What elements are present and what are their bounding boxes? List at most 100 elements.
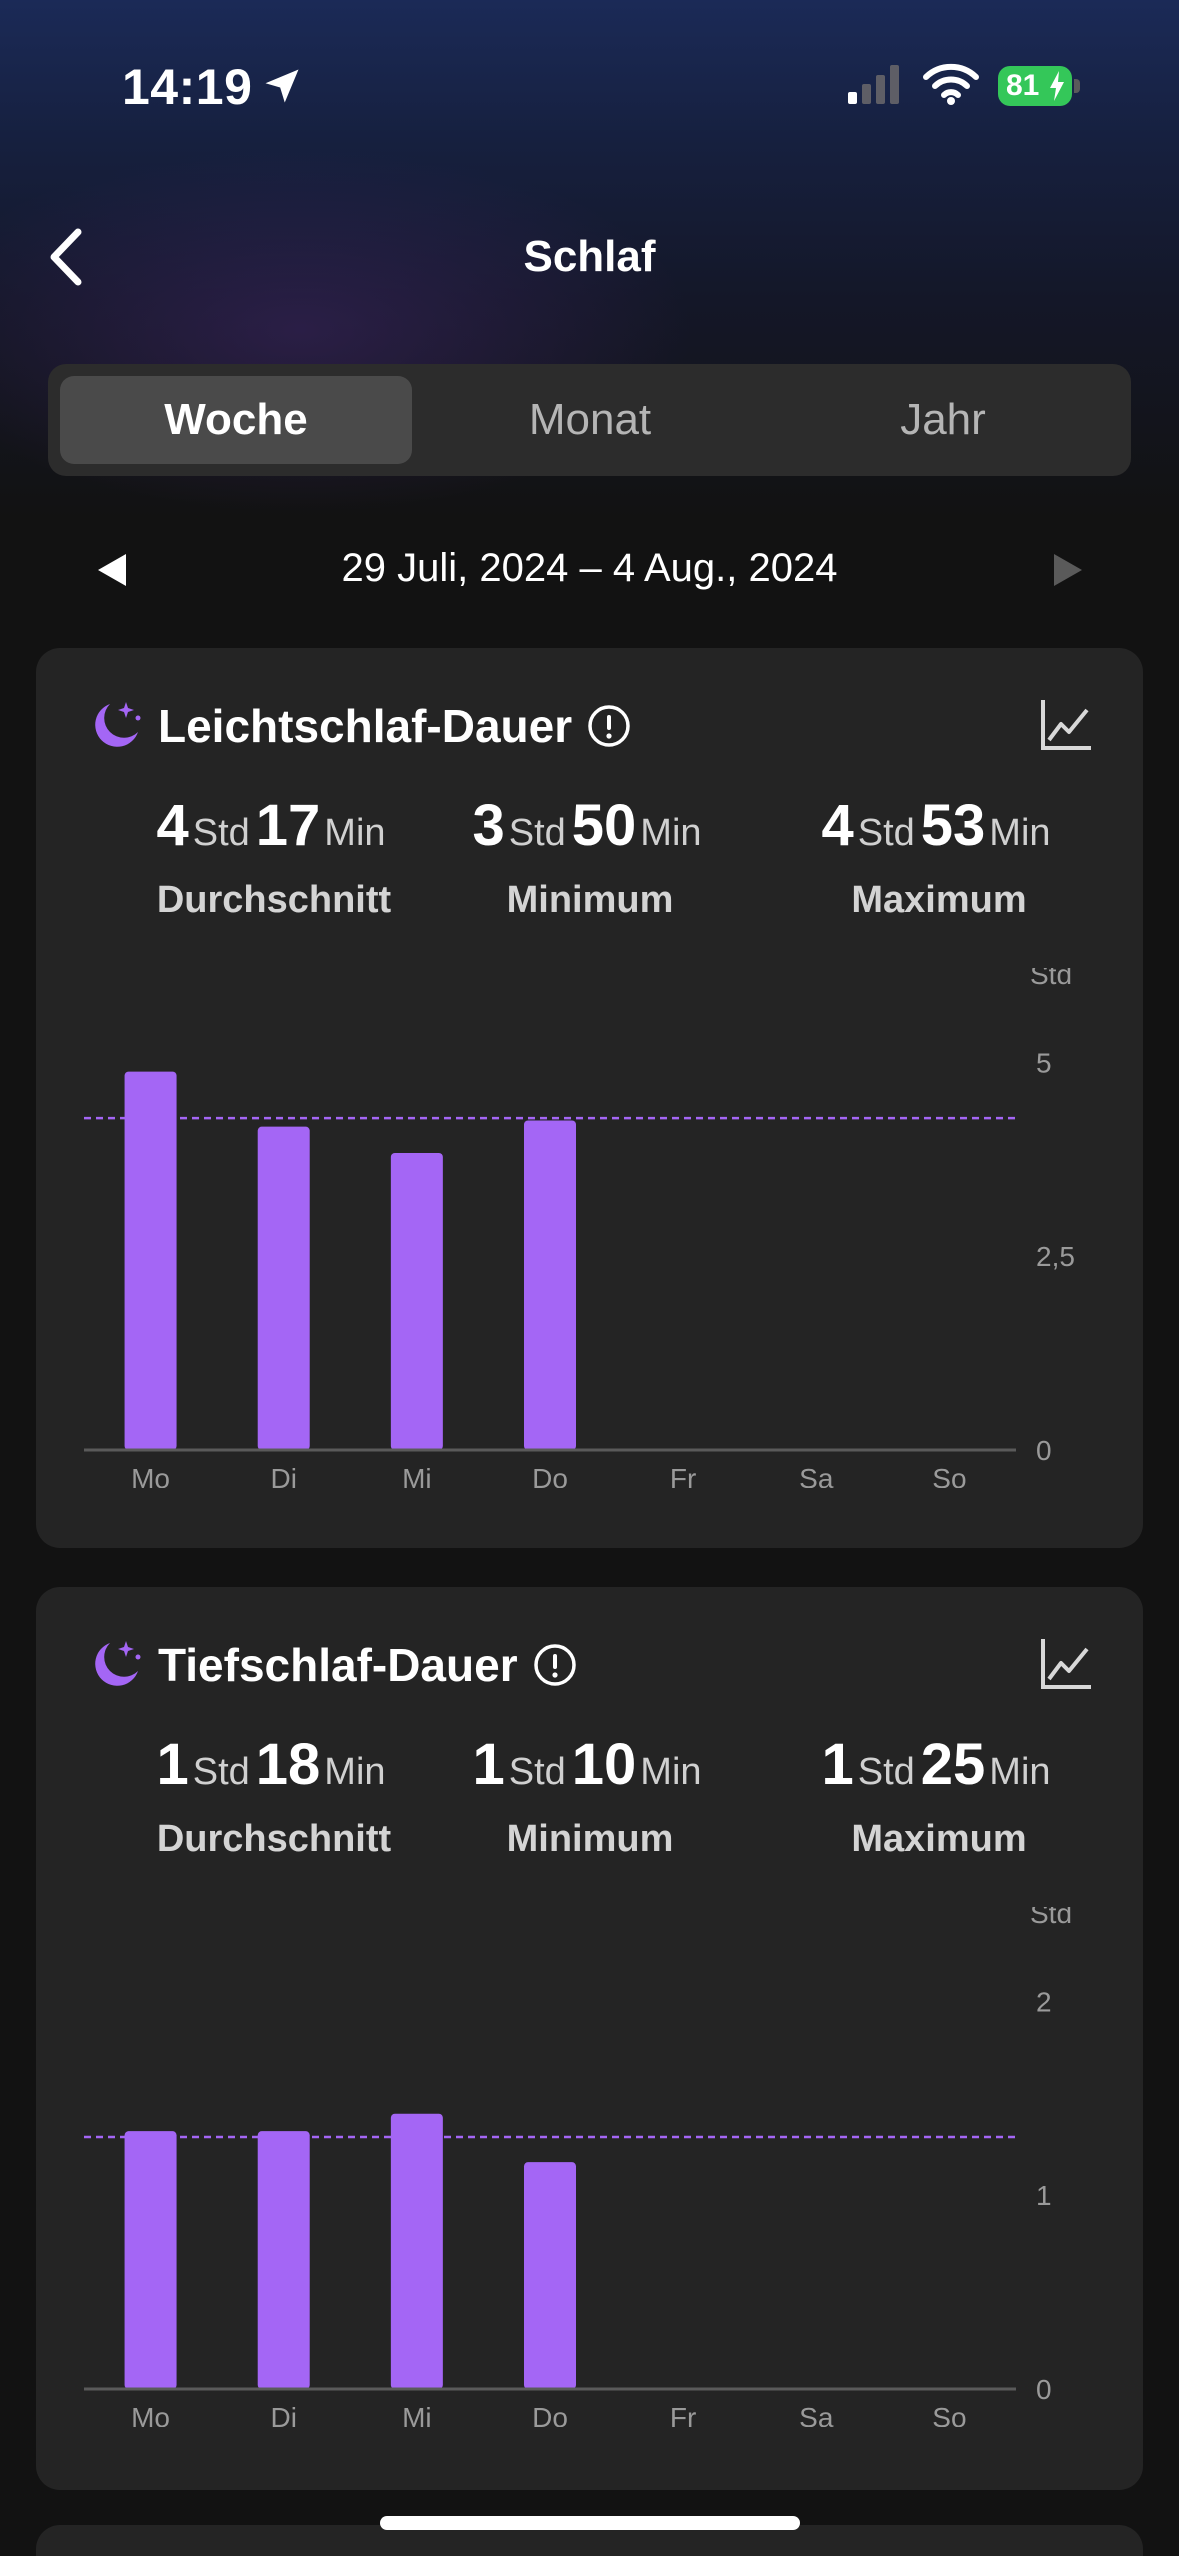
status-bar: 14:19 81 bbox=[0, 0, 1179, 170]
y-tick-label: 1 bbox=[1036, 2180, 1052, 2211]
trend-chart-icon[interactable] bbox=[1037, 696, 1095, 754]
battery-level: 81 bbox=[1006, 69, 1040, 102]
stat-minimum: 3 Std 50 Min Minimum bbox=[410, 794, 770, 922]
card-header: Leichtschlaf-Dauer bbox=[86, 696, 632, 756]
x-tick-label: Fr bbox=[670, 2402, 696, 2427]
tab-woche[interactable]: Woche bbox=[60, 376, 412, 464]
stat-hours-unit: Std bbox=[857, 812, 915, 854]
bar-mo bbox=[124, 1071, 177, 1450]
stat-hours: 1 bbox=[821, 1732, 854, 1797]
x-tick-label: Di bbox=[270, 2402, 296, 2427]
date-range-row: 29 Juli, 2024 – 4 Aug., 2024 bbox=[0, 540, 1179, 600]
next-week-icon[interactable] bbox=[1046, 550, 1086, 590]
x-tick-label: Sa bbox=[799, 2402, 834, 2427]
back-chevron-icon[interactable] bbox=[42, 222, 92, 292]
stat-hours: 3 bbox=[472, 793, 505, 858]
y-axis-unit: Std bbox=[1030, 1907, 1072, 1929]
trend-chart-icon[interactable] bbox=[1037, 1635, 1095, 1693]
bar-mi bbox=[390, 2113, 443, 2389]
stat-hours-unit: Std bbox=[192, 812, 250, 854]
y-tick-label: 2,5 bbox=[1036, 1241, 1075, 1272]
stat-minutes-unit: Min bbox=[324, 1751, 386, 1793]
moon-stars-icon bbox=[95, 1641, 141, 1686]
stat-minutes: 17 bbox=[255, 793, 321, 858]
stat-label: Durchschnitt bbox=[156, 879, 392, 921]
location-arrow-icon bbox=[265, 69, 299, 103]
info-icon[interactable] bbox=[586, 703, 632, 749]
x-tick-label: Mi bbox=[402, 1463, 432, 1488]
moon-stars-icon bbox=[95, 702, 141, 747]
stat-hours: 4 bbox=[821, 793, 854, 858]
stat-minutes: 25 bbox=[920, 1732, 986, 1797]
y-axis-unit: Std bbox=[1030, 968, 1072, 990]
cellular-signal-icon bbox=[848, 65, 899, 104]
stat-minutes-unit: Min bbox=[324, 812, 386, 854]
stat-hours-unit: Std bbox=[508, 1751, 566, 1793]
bar-mo bbox=[124, 2131, 177, 2389]
deep-sleep-chart: Std 2 1 0 Mo Di Mi Do Fr Sa So bbox=[84, 1907, 1072, 2427]
stat-label: Minimum bbox=[506, 879, 674, 921]
status-time: 14:19 bbox=[122, 59, 253, 115]
date-range-label: 29 Juli, 2024 – 4 Aug., 2024 bbox=[341, 546, 838, 590]
stat-hours: 4 bbox=[156, 793, 189, 858]
y-tick-label: 2 bbox=[1036, 1986, 1052, 2017]
x-tick-label: Sa bbox=[799, 1463, 834, 1488]
tab-monat[interactable]: Monat bbox=[528, 395, 652, 444]
stat-label: Minimum bbox=[506, 1818, 674, 1860]
y-tick-label: 5 bbox=[1036, 1047, 1052, 1078]
period-segmented-control: Woche Monat Jahr bbox=[48, 364, 1131, 476]
stat-minutes: 50 bbox=[571, 793, 637, 858]
stat-hours: 1 bbox=[156, 1732, 189, 1797]
x-tick-label: So bbox=[932, 2402, 966, 2427]
x-tick-label: Mi bbox=[402, 2402, 432, 2427]
card-title: Leichtschlaf-Dauer bbox=[158, 700, 573, 752]
y-tick-label: 0 bbox=[1036, 2374, 1052, 2405]
stat-hours: 1 bbox=[472, 1732, 505, 1797]
x-tick-label: Do bbox=[532, 2402, 568, 2427]
bar-di bbox=[257, 2131, 310, 2389]
wifi-icon bbox=[923, 63, 979, 105]
charging-bolt-icon bbox=[1050, 71, 1064, 101]
x-tick-label: Fr bbox=[670, 1463, 696, 1488]
bar-do bbox=[524, 2162, 576, 2389]
light-sleep-card: Leichtschlaf-Dauer 4 Std 17 Min Durchschnit… bbox=[36, 648, 1143, 1548]
x-tick-label: Mo bbox=[131, 1463, 170, 1488]
stat-average: 1 Std 18 Min Durchschnitt bbox=[94, 1733, 454, 1861]
x-tick-label: Di bbox=[270, 1463, 296, 1488]
info-icon[interactable] bbox=[532, 1642, 578, 1688]
stat-minutes: 53 bbox=[920, 793, 986, 858]
stat-average: 4 Std 17 Min Durchschnitt bbox=[94, 794, 454, 922]
y-tick-label: 0 bbox=[1036, 1435, 1052, 1466]
stat-label: Durchschnitt bbox=[156, 1818, 392, 1860]
deep-sleep-card: Tiefschlaf-Dauer 1 Std 18 Min Durchschnitt … bbox=[36, 1587, 1143, 2490]
page-title: Schlaf bbox=[523, 232, 656, 281]
stat-minutes-unit: Min bbox=[989, 1751, 1051, 1793]
bar-mi bbox=[390, 1153, 443, 1450]
stat-hours-unit: Std bbox=[857, 1751, 915, 1793]
battery-cap bbox=[1074, 79, 1080, 93]
tab-jahr[interactable]: Jahr bbox=[900, 395, 986, 444]
stat-hours-unit: Std bbox=[192, 1751, 250, 1793]
bar-di bbox=[257, 1126, 310, 1450]
stat-hours-unit: Std bbox=[508, 812, 566, 854]
home-indicator bbox=[380, 2516, 800, 2530]
x-tick-label: So bbox=[932, 1463, 966, 1488]
stat-label: Maximum bbox=[851, 879, 1027, 921]
previous-week-icon[interactable] bbox=[94, 550, 134, 590]
x-tick-label: Mo bbox=[131, 2402, 170, 2427]
stat-label: Maximum bbox=[851, 1818, 1027, 1860]
x-tick-label: Do bbox=[532, 1463, 568, 1488]
stat-minimum: 1 Std 10 Min Minimum bbox=[410, 1733, 770, 1861]
card-header: Tiefschlaf-Dauer bbox=[86, 1635, 578, 1695]
light-sleep-chart: Std 5 2,5 0 Mo Di Mi Do Fr Sa So bbox=[84, 968, 1075, 1488]
card-title: Tiefschlaf-Dauer bbox=[158, 1639, 518, 1691]
battery-indicator: 81 bbox=[998, 66, 1080, 106]
stat-minutes: 18 bbox=[255, 1732, 321, 1797]
stat-maximum: 4 Std 53 Min Maximum bbox=[759, 794, 1119, 922]
stat-minutes: 10 bbox=[571, 1732, 637, 1797]
stat-minutes-unit: Min bbox=[640, 1751, 702, 1793]
stat-maximum: 1 Std 25 Min Maximum bbox=[759, 1733, 1119, 1861]
bar-do bbox=[524, 1120, 576, 1450]
stat-minutes-unit: Min bbox=[640, 812, 702, 854]
stat-minutes-unit: Min bbox=[989, 812, 1051, 854]
